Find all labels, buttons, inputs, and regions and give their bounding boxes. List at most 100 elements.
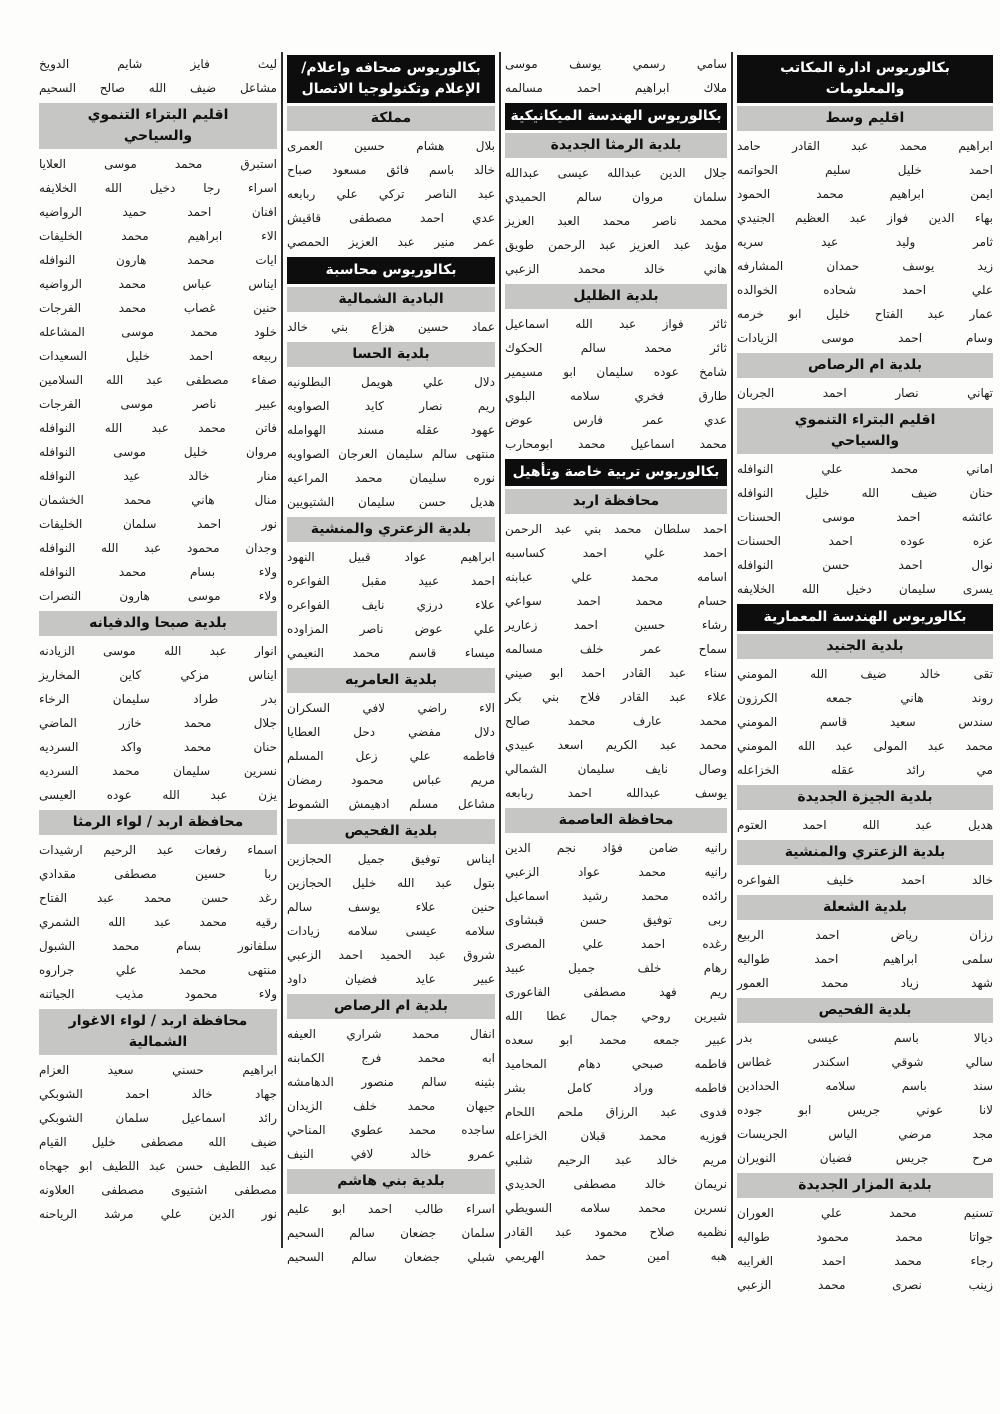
name-row: رقيه محمد عبد الله الشمري	[39, 915, 277, 929]
name-row: ايات محمد هارون النوافله	[39, 253, 277, 267]
name-row: منتهى محمد علي جراروه	[39, 963, 277, 977]
name-row: ضيف الله مصطفى خليل القيام	[39, 1135, 277, 1149]
name-row: لانا عوني جريس ابو جوده	[737, 1103, 993, 1117]
name-row: اسراء طالب احمد ابو عليم	[287, 1202, 495, 1216]
name-row: ولاء موسى هارون النصرات	[39, 589, 277, 603]
name-row: ايناس مزكي كاين المخاريز	[39, 668, 277, 682]
name-row: علي احمد شحاده الخوالده	[737, 283, 993, 297]
region-header: محافظة العاصمة	[505, 808, 727, 833]
name-row: حنين غصاب محمد الفرجات	[39, 301, 277, 315]
name-row: اسراء رجا دخيل الله الخلايفه	[39, 181, 277, 195]
region-header: اقليم وسط	[737, 106, 993, 131]
name-row: فاطمه وراد كامل بشر	[505, 1081, 727, 1095]
name-row: سناء عبد القادر احمد ابو صيني	[505, 666, 727, 680]
region-header: محافظة اربد / لواء الاغوار الشمالية	[39, 1009, 277, 1055]
name-row: منار خالد عيد النوافله	[39, 469, 277, 483]
name-row: روند هاني جمعه الكرزون	[737, 691, 993, 705]
name-row: محمد عبد المولى عبد الله المومني	[737, 739, 993, 753]
name-row: حنان ضيف الله خليل النوافله	[737, 486, 993, 500]
header-line: بلدية المزار الجديدة	[798, 1177, 932, 1193]
name-row: ربيعه احمد خليل السعيدات	[39, 349, 277, 363]
name-row: فدوى عبد الرزاق ملحم اللحام	[505, 1105, 727, 1119]
name-row: نوال احمد حسن النوافله	[737, 558, 993, 572]
name-row: رهام خلف جميل عبيد	[505, 961, 727, 975]
name-row: وجدان محمود عبد الله النوافله	[39, 541, 277, 555]
region-header: اقليم البتراء التنموي والسياحي	[39, 103, 277, 149]
name-row: نوره سليمان محمد المراعيه	[287, 471, 495, 485]
name-row: نريمان خالد مصطفى الحديدي	[505, 1177, 727, 1191]
region-header: بلدية الظليل	[505, 284, 727, 309]
name-row: احمد علي احمد كساسبه	[505, 546, 727, 560]
name-row: مي رائد عقله الخزاعله	[737, 763, 993, 777]
name-row: انفال محمد شراري العيفه	[287, 1027, 495, 1041]
name-row: بثينه سالم منصور الدهامشه	[287, 1075, 495, 1089]
name-row: مشاعل مسلم ادهيمش الشموط	[287, 797, 495, 811]
header-line: بلدية الظليل	[573, 288, 659, 304]
name-row: رائد اسماعيل سلمان الشوبكي	[39, 1111, 277, 1125]
name-row: جلال محمد خازر الماضي	[39, 716, 277, 730]
name-row: بدر طراد سليمان الرخاء	[39, 692, 277, 706]
region-header: بلدية الفحيص	[737, 998, 993, 1023]
name-row: ليث فايز شايم الدويخ	[39, 57, 277, 71]
column-divider	[731, 52, 733, 1248]
name-row: علاء درزي نايف الفواعره	[287, 598, 495, 612]
name-row: عهود عقله مسند الهوامله	[287, 423, 495, 437]
name-row: ديالا باسم عيسى بدر	[737, 1031, 993, 1045]
name-row: افنان احمد حميد الرواضيه	[39, 205, 277, 219]
header-line: مملكة	[370, 110, 412, 126]
name-row: ايناس عباس محمد الرواضيه	[39, 277, 277, 291]
name-row: عبير ناصر موسى الفرجات	[39, 397, 277, 411]
name-row: هديل حسن سليمان الشتيويين	[287, 495, 495, 509]
header-line: بلدية الجيزة الجديدة	[797, 789, 933, 805]
column-divider	[281, 52, 283, 1248]
name-row: احمد خليل سليم الحواتمه	[737, 163, 993, 177]
name-row: علي عوض ناصر المزاوده	[287, 622, 495, 636]
region-header: بلدية الحسا	[287, 342, 495, 367]
name-row: ايمن ابراهيم محمد الحمود	[737, 187, 993, 201]
name-row: يوسف عبدالله احمد ربابعه	[505, 786, 727, 800]
region-header: محافظة اربد	[505, 489, 727, 514]
header-line: بلدية العامريه	[344, 672, 438, 688]
region-header: البادية الشمالية	[287, 287, 495, 312]
name-row: سماح عمر خلف مسالمه	[505, 642, 727, 656]
name-row: نور الدين علي مرشد الرياحنه	[39, 1207, 277, 1221]
name-row: شامخ عوده سليمان ابو مسيمير	[505, 365, 727, 379]
name-row: مجد مرضي الياس الجريسات	[737, 1127, 993, 1141]
name-row: جيهان محمد خلف الزيدان	[287, 1099, 495, 1113]
header-line: بكالوريوس صحافه واعلام/	[301, 60, 481, 76]
name-row: زيد يوسف حمدان المشارفه	[737, 259, 993, 273]
region-header: بلدية الجنيد	[737, 634, 993, 659]
name-row: بتول عبد الله خليل الحجازين	[287, 876, 495, 890]
name-row: تهاني نصار احمد الجربان	[737, 386, 993, 400]
name-row: هبه امين حمد الهريمي	[505, 1249, 727, 1263]
name-row: جلال الدين عبدالله عيسى عبدالله	[505, 166, 727, 180]
name-row: ميساء قاسم محمد النعيمي	[287, 646, 495, 660]
name-row: يسرى سليمان دخيل الله الخلايفه	[737, 582, 993, 596]
name-row: خلود محمد موسى المشاعله	[39, 325, 277, 339]
name-row: عبير جمعه محمد ابو سعده	[505, 1033, 727, 1047]
header-line: والسياحي	[830, 433, 900, 449]
degree-header: بكالوريوس ادارة المكاتب والمعلومات	[737, 55, 993, 103]
name-row: حنين علاء يوسف سالم	[287, 900, 495, 914]
header-line: بلدية صبحا والدفيانه	[89, 615, 227, 631]
name-row: فاطمه علي زعل المسلم	[287, 749, 495, 763]
name-row: دلال مفضي دحل العطايا	[287, 725, 495, 739]
name-row: رائده محمد رشيد اسماعيل	[505, 889, 727, 903]
name-row: تقى خالد ضيف الله المومني	[737, 667, 993, 681]
name-row: ابه محمد فرج الكمابنه	[287, 1051, 495, 1065]
name-row: ثائر محمد سالم الحكوك	[505, 341, 727, 355]
header-line: اقليم البتراء التنموي	[794, 412, 936, 428]
name-row: فوزيه محمد قبلان الخزاعله	[505, 1129, 727, 1143]
column-4: ليث فايز شايم الدويخ مشاعل ضيف الله صالح …	[39, 52, 277, 1226]
name-row: ساجده محمد عطوي المناحي	[287, 1123, 495, 1137]
header-line: بلدية الحسا	[352, 346, 430, 362]
name-row: نسرين سليمان محمد السرديه	[39, 764, 277, 778]
header-line: بلدية الجنيد	[826, 638, 904, 654]
name-row: بهاء الدين فواز عبد العظيم الجنيدي	[737, 211, 993, 225]
name-row: مروان خليل موسى النوافله	[39, 445, 277, 459]
degree-header: بكالوريوس الهندسة الميكانيكية	[505, 103, 727, 130]
name-row: نور احمد سلمان الخليفات	[39, 517, 277, 531]
region-header: بلدية العامريه	[287, 668, 495, 693]
header-line: بلدية الزعتري والمنشية	[310, 521, 472, 537]
